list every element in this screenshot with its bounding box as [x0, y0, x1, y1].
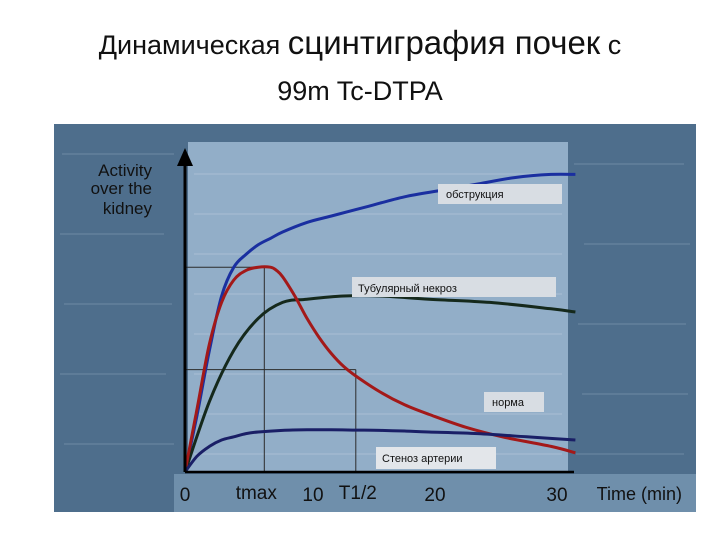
label-box-tubular-necrosis: [352, 277, 556, 297]
x-tick-label: 10: [302, 485, 323, 506]
label-box-norm: [484, 392, 544, 412]
marker-label-t1-2: T1/2: [339, 483, 377, 504]
curve-labels: обструкция Тубулярный некроз норма Стено…: [352, 184, 562, 469]
y-axis-label-line-1: Activity: [98, 161, 152, 180]
title-part-2: сцинтиграфия почек: [287, 24, 601, 61]
label-norm: норма: [492, 397, 525, 409]
marker-label-tmax: tmax: [236, 483, 278, 504]
label-tubular-necrosis: Тубулярный некроз: [358, 283, 457, 295]
x-ticks: 0 10 20 30: [180, 485, 568, 506]
background-texture: [60, 153, 690, 455]
x-tick-label: 0: [180, 485, 191, 506]
y-axis-label: Activity over the kidney: [91, 161, 153, 218]
label-artery-stenosis: Стеноз артерии: [382, 453, 463, 465]
y-axis-arrow: [177, 148, 193, 166]
x-tick-label: 30: [546, 485, 567, 506]
y-axis-label-line-2: over the: [91, 179, 152, 198]
title-part-1: Динамическая: [98, 30, 288, 60]
label-box-obstruction: [438, 184, 562, 204]
title-part-3: с: [600, 30, 622, 60]
x-axis-strip: [174, 474, 696, 512]
series-lines: [183, 172, 576, 473]
series-line-artery-stenosis: [183, 428, 576, 473]
x-tick-label: 20: [424, 485, 445, 506]
slide-title: Динамическая сцинтиграфия почек с: [0, 24, 720, 62]
series-line-norm: [183, 265, 576, 473]
x-axis-label: Time (min): [597, 484, 682, 504]
series-line-tubular-necrosis: [183, 294, 576, 473]
label-box-artery-stenosis: [376, 447, 496, 469]
slide-subtitle: 99m Tc-DTPA: [277, 76, 443, 106]
y-axis-label-line-3: kidney: [103, 199, 153, 218]
marker-labels: tmax T1/2: [236, 483, 377, 504]
grid-lines: [194, 173, 562, 455]
renography-chart: Activity over the kidney 0 10 20 30 Time (m…: [54, 124, 696, 512]
label-obstruction: обструкция: [446, 189, 504, 201]
